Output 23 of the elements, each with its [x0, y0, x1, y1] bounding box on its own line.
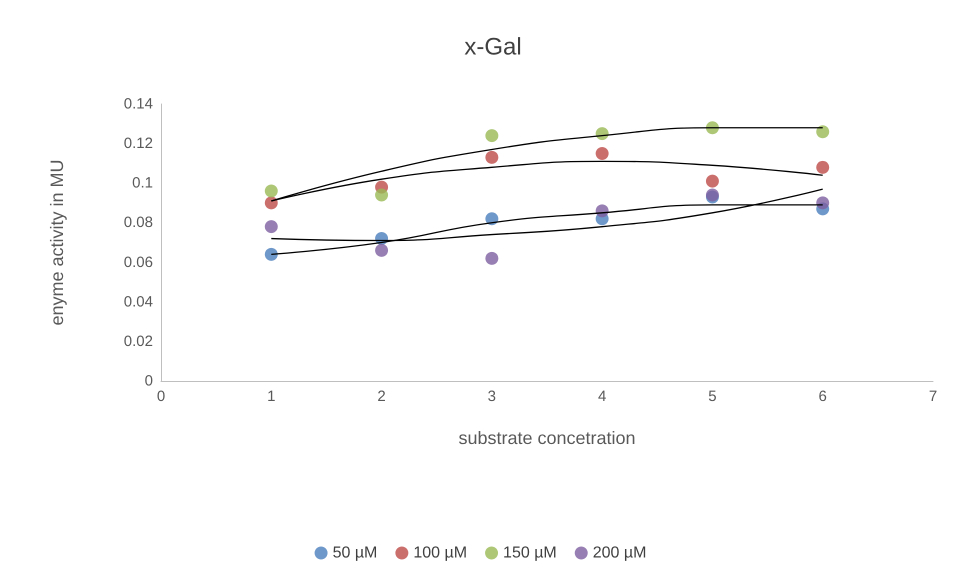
x-tick-label: 0 — [156, 388, 166, 405]
x-axis-title: substrate concetration — [458, 428, 636, 448]
x-tick-label: 6 — [818, 388, 827, 405]
x-tick-label: 3 — [488, 388, 496, 405]
x-tick-label: 2 — [377, 388, 386, 405]
legend-label: 100 µM — [413, 544, 468, 562]
y-tick-label: 0.08 — [124, 214, 153, 232]
legend-label: 200 µM — [592, 544, 646, 562]
x-tick-label: 1 — [267, 388, 276, 405]
y-tick-label: 0.14 — [124, 96, 153, 112]
y-tick-label: 0.02 — [124, 332, 153, 350]
legend-label: 50 µM — [332, 544, 378, 562]
y-axis-title: enyme activity in MU — [47, 159, 67, 326]
x-tick-label: 4 — [598, 388, 606, 405]
x-tick-label: 5 — [708, 388, 717, 405]
y-tick-label: 0.1 — [132, 174, 153, 192]
legend-label: 150 µM — [503, 544, 557, 562]
x-tick-label: 7 — [928, 388, 938, 405]
y-tick-label: 0.04 — [124, 293, 153, 310]
y-tick-label: 0 — [144, 372, 153, 390]
chart-title: x-Gal — [464, 34, 522, 60]
y-tick-label: 0.12 — [124, 135, 153, 152]
y-tick-label: 0.06 — [124, 254, 153, 271]
